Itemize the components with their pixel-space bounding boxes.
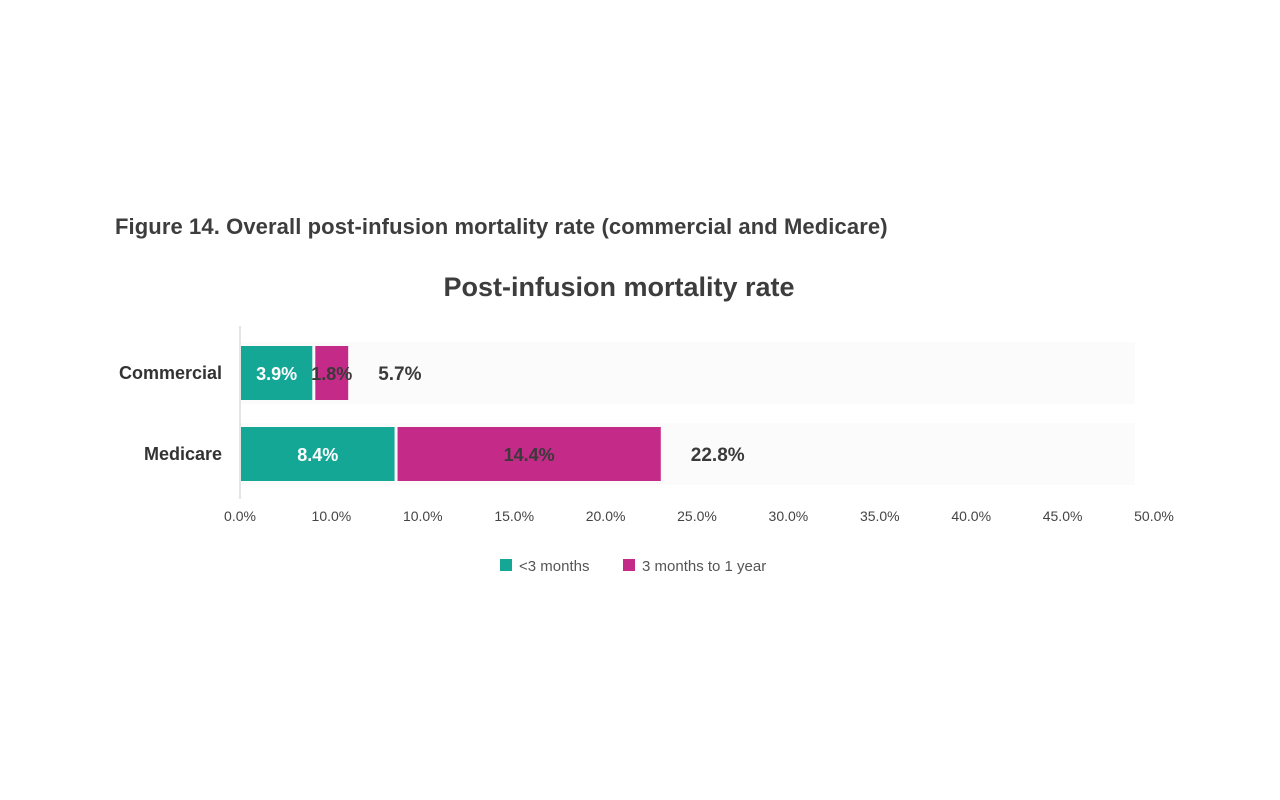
segment-label: 8.4% <box>297 445 338 465</box>
x-tick-label: 25.0% <box>677 508 717 524</box>
segment-label: 3.9% <box>256 364 297 384</box>
x-tick-label: 40.0% <box>951 508 991 524</box>
bar-segment <box>241 346 313 400</box>
segment-label: 1.8% <box>311 364 352 384</box>
figure-caption: Figure 14. Overall post-infusion mortali… <box>115 214 888 239</box>
bar-segment <box>241 427 395 481</box>
x-tick-label: 15.0% <box>494 508 534 524</box>
legend-label: 3 months to 1 year <box>642 558 766 575</box>
legend-swatch <box>500 559 512 571</box>
category-label: Commercial <box>119 363 222 383</box>
x-tick-label: 20.0% <box>586 508 626 524</box>
x-tick-label: 45.0% <box>1043 508 1083 524</box>
x-tick-label: 35.0% <box>860 508 900 524</box>
bar-segment <box>315 346 349 400</box>
bar-segments <box>241 346 661 481</box>
x-tick-label: 10.0% <box>312 508 352 524</box>
x-tick-label: 30.0% <box>769 508 809 524</box>
segment-label: 14.4% <box>504 445 555 465</box>
category-label: Medicare <box>144 444 222 464</box>
x-tick-label: 0.0% <box>224 508 256 524</box>
category-labels: Commercial Medicare <box>119 363 222 464</box>
legend-swatch <box>623 559 635 571</box>
legend: <3 months 3 months to 1 year <box>500 558 766 575</box>
x-axis-ticks: 0.0% 10.0% 10.0% 15.0% 20.0% 25.0% 30.0% 35.0% 4… <box>224 508 1174 524</box>
x-tick-label: 10.0% <box>403 508 443 524</box>
total-label: 5.7% <box>378 364 421 385</box>
x-tick-label: 50.0% <box>1134 508 1174 524</box>
segment-labels: 3.9% 1.8% 8.4% 14.4% <box>256 364 555 465</box>
total-labels: 5.7% 22.8% <box>378 364 745 466</box>
total-label: 22.8% <box>691 445 745 466</box>
legend-label: <3 months <box>519 558 589 575</box>
chart-title: Post-infusion mortality rate <box>443 272 794 302</box>
bar-track <box>241 342 1135 404</box>
bar-segment <box>397 427 661 481</box>
